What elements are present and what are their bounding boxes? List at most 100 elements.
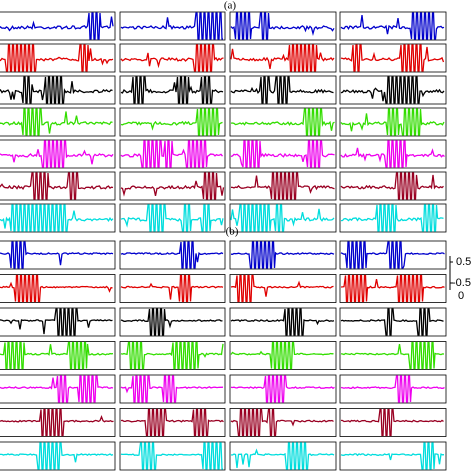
waveform: [230, 172, 335, 200]
subplot-frame: [229, 374, 337, 404]
subplot-frame: [229, 107, 337, 137]
subplot-frame: [119, 203, 226, 233]
waveform: [340, 442, 445, 470]
waveform: [230, 274, 334, 303]
waveform: [120, 274, 224, 303]
subplot-frame: [0, 307, 116, 337]
waveform: [120, 44, 224, 72]
waveform: [0, 204, 114, 232]
panel-label: (a): [224, 0, 237, 12]
waveform: [120, 375, 224, 403]
subplot-frame: [0, 139, 116, 169]
subplot-frame: [229, 441, 337, 471]
subplot-frame: [339, 274, 447, 303]
scale-axis: 0.5 -0.5 0: [449, 256, 471, 302]
waveform: [0, 108, 113, 136]
subplot-frame: [119, 307, 226, 337]
subplot-frame: [119, 274, 226, 303]
waveform: [230, 44, 335, 72]
waveform: [230, 375, 335, 403]
subplot-frame: [229, 139, 337, 169]
waveform: [340, 408, 444, 437]
waveform: [0, 341, 114, 370]
subplot-frame: [0, 240, 116, 270]
subplot-frame: [119, 374, 226, 404]
subplot-frame: [229, 203, 337, 233]
subplot-frame: [229, 11, 337, 41]
waveform: [340, 308, 444, 336]
subplot-frame: [0, 107, 116, 137]
waveform: [340, 76, 445, 104]
waveform: [120, 76, 224, 104]
subplot-frame: [119, 43, 226, 73]
waveform: [120, 241, 224, 269]
subplot-frame: [0, 43, 116, 73]
subplot-frame: [229, 171, 337, 201]
waveform: [120, 108, 223, 136]
subplot-frame: [0, 11, 116, 41]
subplot-frame: [119, 107, 226, 137]
subplot-frame: [119, 341, 226, 370]
waveform: [0, 408, 114, 437]
waveform: [340, 204, 444, 232]
subplot-frame: [339, 408, 447, 437]
waveform: [230, 442, 335, 470]
subplot-frame: [229, 274, 337, 303]
subplots: [0, 11, 447, 471]
waveform: [120, 341, 224, 370]
waveform: [340, 172, 444, 200]
waveform: [340, 274, 445, 303]
subplot-frame: [0, 203, 116, 233]
subplot-frame: [0, 441, 116, 471]
panel-label: (b): [226, 226, 239, 238]
waveform: [340, 108, 445, 136]
subplot-frame: [339, 307, 447, 337]
subplot-frame: [339, 107, 447, 137]
subplot-frame: [229, 75, 337, 105]
waveform: [340, 241, 445, 269]
subplot-frame: [339, 171, 447, 201]
subplot-frame: [0, 274, 116, 303]
waveform: [120, 140, 224, 168]
subplot-frame: [339, 75, 447, 105]
waveform: [0, 12, 114, 40]
waveform: [230, 108, 335, 136]
subplot-frame: [339, 203, 447, 233]
waveform: [230, 341, 334, 370]
waveform: [230, 140, 335, 168]
subplot-frame: [339, 139, 447, 169]
subplot-frame: [0, 75, 116, 105]
subplot-frame: [119, 408, 226, 437]
subplot-frame: [119, 240, 226, 270]
subplot-frame: [119, 171, 226, 201]
subplot-frame: [339, 341, 447, 370]
waveform: [230, 408, 334, 437]
subplot-frame: [119, 75, 226, 105]
waveform: [230, 204, 335, 232]
tick-label: 0: [458, 290, 464, 302]
waveform: [120, 308, 223, 336]
subplot-frame: [0, 171, 116, 201]
waveform: [340, 44, 445, 72]
waveform: [0, 308, 113, 336]
waveform: [340, 341, 445, 370]
waveform: [0, 274, 113, 303]
subplot-frame: [229, 341, 337, 370]
waveform: [120, 172, 225, 200]
waveform: [230, 76, 334, 104]
waveform: [0, 44, 114, 72]
waveform: [340, 375, 445, 403]
waveform: [120, 12, 223, 40]
waveform: [230, 241, 335, 269]
tick-label: -0.5: [452, 277, 471, 289]
waveform: [120, 204, 224, 232]
waveform: [340, 140, 445, 168]
waveform: [0, 241, 114, 269]
subplot-frame: [119, 11, 226, 41]
waveform: [230, 308, 335, 336]
waveform: [0, 375, 114, 403]
subplot-frame: [119, 139, 226, 169]
subplot-frame: [229, 43, 337, 73]
subplot-frame: [119, 441, 226, 471]
